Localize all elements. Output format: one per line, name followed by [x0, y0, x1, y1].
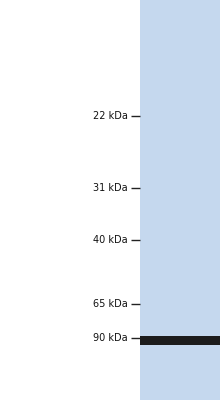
Text: 90 kDa: 90 kDa	[93, 333, 128, 343]
Text: 22 kDa: 22 kDa	[93, 111, 128, 121]
Bar	[140, 0, 220, 400]
Bar	[140, 336, 220, 345]
Text: 40 kDa: 40 kDa	[93, 235, 128, 245]
Text: 31 kDa: 31 kDa	[93, 183, 128, 193]
Text: 65 kDa: 65 kDa	[93, 299, 128, 309]
